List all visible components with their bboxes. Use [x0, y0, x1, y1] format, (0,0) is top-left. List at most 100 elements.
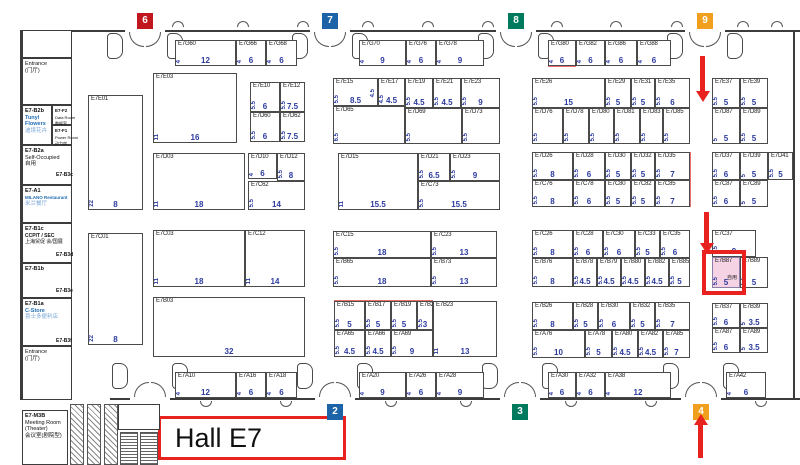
room-label: Entrance	[25, 61, 48, 67]
booth-e7b78: E7B78 5.5 4.5	[573, 258, 597, 287]
service-room: Entrance (门厅)	[22, 58, 72, 105]
booth-e7d60: E7D60 5.5 6	[250, 112, 280, 142]
booth-id: E7C76	[535, 181, 553, 187]
booth-id: E7B32	[633, 303, 651, 309]
wall-segment	[165, 30, 310, 32]
booth-id: E7D76	[535, 109, 553, 115]
booth-id: E7D10	[251, 154, 269, 160]
gate-door-pocket	[727, 33, 743, 59]
booth-frontage-number: 9	[409, 347, 415, 356]
booth-frontage-number: 7	[670, 170, 675, 179]
booth-frontage-number: 5	[645, 248, 650, 257]
highlight-line	[548, 66, 576, 67]
booth-e7c35: E7C35 5.5 6	[660, 230, 690, 258]
booth-frontage-number: 12	[633, 388, 643, 397]
booth-e7a65: E7A65 5.5 4.5	[334, 330, 365, 357]
booth-frontage-number: 6	[248, 56, 254, 65]
room-label: Self-Occupied	[25, 154, 60, 161]
room-label: E7-B2a	[25, 148, 44, 154]
booth-e7b37: E7B37 5.5 6	[712, 303, 740, 328]
booth-e7d81: E7D81 5.5	[614, 108, 640, 144]
booth-frontage-number: 3	[422, 320, 428, 329]
booth-e7e26: E7E26 5.5 15	[532, 78, 605, 108]
booth-e7d21: E7D21 5.5 6.5	[418, 153, 450, 181]
booth-e7a20: E7A20 4 9	[359, 372, 406, 398]
booth-depth-number: 5.5	[615, 132, 621, 141]
booth-frontage-number: 6	[260, 169, 265, 178]
booth-id: E7G80	[551, 41, 569, 47]
wall-segment	[536, 30, 685, 32]
booth-e7a80: E7A80 5.5 4.5	[612, 330, 638, 358]
booth-e7g60: E7G60 4 12	[175, 40, 236, 66]
booth-id: E7E03	[156, 74, 174, 80]
booth-frontage-number: 4.5	[603, 277, 615, 286]
booth-id: E7E17	[381, 79, 399, 85]
booth-frontage-number: 5	[640, 197, 646, 206]
booth-id: E7B78	[576, 259, 594, 265]
booth-frontage-number: 6	[586, 197, 592, 206]
booth-frontage-number: 6	[743, 388, 749, 397]
booth-e7c62: E7C62 5.5 14	[248, 181, 305, 210]
booth-frontage-number: 13	[460, 347, 470, 356]
booth-id: E7G66	[239, 41, 257, 47]
booth-e7b76: E7B76 5.5 8	[532, 258, 573, 287]
room-label: 上海贸促 会/国展	[25, 239, 63, 245]
booth-id: E7C80	[608, 181, 626, 187]
booth-e7c30: E7C30 5.5 6	[603, 230, 635, 258]
booth-id: E7A42	[729, 373, 747, 379]
booth-frontage-number: 6	[559, 56, 565, 65]
booth-e7c15: E7C15 5.5 18	[333, 231, 431, 258]
service-room: E7-B2a Self-Occupied 自用	[22, 145, 72, 185]
booth-e7d10: E7D10 4 6	[248, 153, 277, 179]
door-leaf-icon	[134, 382, 149, 397]
booth-id: E7C62	[251, 182, 269, 188]
booth-e7d12: E7D12 5.5 8	[277, 153, 305, 181]
booth-id: E7D87	[715, 109, 733, 115]
booth-frontage-number: 6	[588, 56, 593, 65]
hall-title: Hall E7	[175, 422, 263, 453]
booth-e7c78: E7C78 5.5 6	[573, 180, 605, 207]
booth-id: E7C73	[421, 182, 439, 188]
service-room: E7-B1a C-Store 喜士多便利店	[22, 298, 72, 346]
booth-frontage-number: 4.5	[441, 98, 453, 107]
wall-segment	[350, 30, 496, 32]
booth-e7e39: E7E39 5.5 5	[740, 78, 768, 108]
room-label: Meeting Room	[25, 419, 61, 426]
booth-frontage-number: 4.5	[372, 347, 384, 356]
booth-frontage-number: 6	[618, 56, 624, 65]
booth-id: E7D73	[465, 109, 483, 115]
booth-id: E7G82	[579, 41, 597, 47]
gate-2-badge: 2	[327, 404, 343, 420]
booth-frontage-number: 9	[457, 388, 463, 397]
booth-frontage-number: 9	[478, 98, 483, 107]
booth-e7g76: E7G76 4 6	[406, 40, 436, 66]
booth-e7c26: E7C26 5.5 8	[532, 230, 573, 258]
booth-e7d65: E7D65 6.5	[333, 106, 405, 144]
booth-depth-number: 5.5	[463, 132, 469, 141]
booth-e7a66: E7A66 5.5 4.5	[365, 330, 391, 357]
room-label: (门厅)	[25, 67, 40, 74]
gate-door-pocket	[482, 363, 498, 389]
door-swing-icon	[280, 401, 292, 407]
booth-e7d39: E7D39 5 5	[740, 152, 768, 180]
booth-e7d03: E7D03 11 18	[153, 153, 245, 210]
booth-id: E7G78	[439, 41, 457, 47]
booth-id: E7B76	[535, 259, 553, 265]
booth-frontage-number: 5	[751, 170, 757, 179]
door-swing-icon	[200, 401, 212, 407]
booth-frontage-number: 8.5	[349, 96, 362, 105]
booth-id: E7D89	[743, 109, 761, 115]
booth-e7c87: E7C87 5.5 6	[712, 180, 740, 207]
booth-id: E7G88	[640, 41, 658, 47]
booth-id: E7G86	[608, 41, 626, 47]
booth-e7b30: E7B30 5.5 6	[598, 302, 630, 330]
room-label: C-Store	[25, 307, 45, 314]
room-label: Entrance	[25, 349, 48, 355]
booth-id: E7D78	[566, 109, 584, 115]
booth-depth-number: 5.5	[664, 132, 670, 141]
door-swing-icon	[237, 21, 249, 27]
booth-id: E7D85	[666, 109, 684, 115]
booth-e7g82: E7G82 4 6	[576, 40, 605, 66]
booth-id: E7C03	[156, 231, 174, 237]
booth-e7g68: E7G68 4 6	[266, 40, 297, 66]
